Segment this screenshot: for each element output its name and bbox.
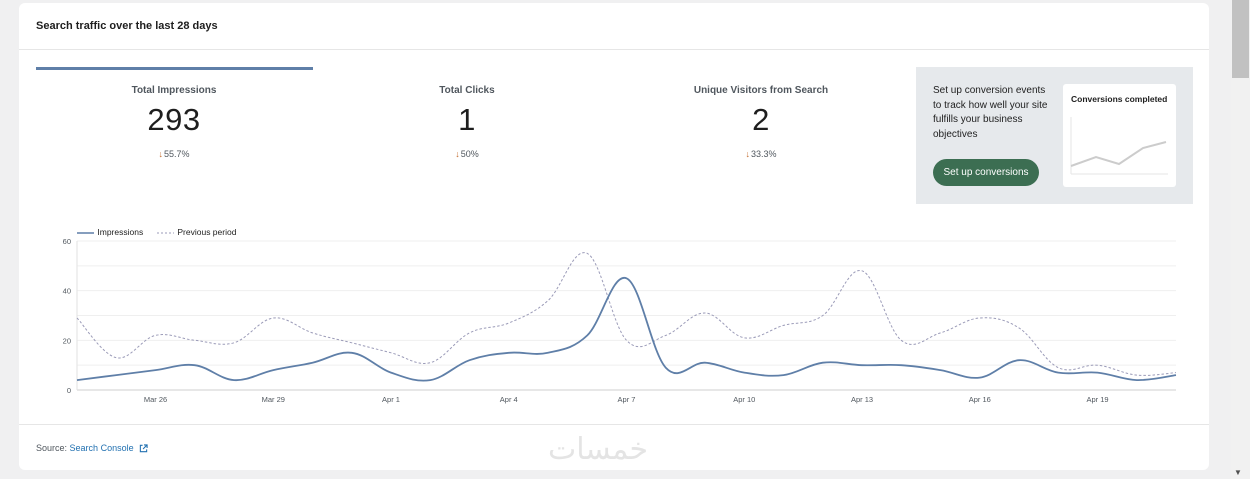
- legend-dashed-line-icon: [157, 232, 174, 234]
- footer-divider: [19, 424, 1209, 425]
- metric-value: 293: [147, 102, 201, 137]
- metric-change: ↓55.7%: [36, 149, 312, 159]
- metric-value: 1: [458, 102, 476, 137]
- x-tick-label: Apr 7: [618, 395, 636, 404]
- metric-change-value: 55.7%: [163, 149, 190, 159]
- y-tick-label: 20: [63, 336, 71, 345]
- conversions-sparkline-illustration: ↑: [1070, 117, 1168, 175]
- x-tick-label: Apr 10: [733, 395, 755, 404]
- source-prefix: Source:: [36, 443, 68, 453]
- promo-text: Set up conversion events to track how we…: [933, 85, 1048, 140]
- metric-label: Unique Visitors from Search: [693, 85, 829, 96]
- metric-change-value: 50%: [460, 149, 479, 159]
- legend-label-impressions: Impressions: [97, 227, 144, 237]
- legend-label-previous-period: Previous period: [177, 227, 237, 237]
- card-title: Search traffic over the last 28 days: [36, 20, 218, 32]
- search-traffic-card: Search traffic over the last 28 days Tot…: [19, 3, 1209, 470]
- metric-total-clicks[interactable]: Total Clicks 1 ↓50%: [329, 85, 605, 159]
- x-tick-label: Apr 4: [500, 395, 518, 404]
- y-tick-label: 40: [63, 287, 71, 296]
- metric-change: ↓33.3%: [623, 149, 899, 159]
- x-tick-label: Apr 16: [969, 395, 991, 404]
- source-line: Source: Search Console: [36, 443, 148, 453]
- metric-value: 2: [752, 102, 770, 137]
- legend-impressions[interactable]: Impressions: [77, 227, 143, 239]
- arrow-down-icon: ↓: [455, 149, 460, 159]
- promo-card-title: Conversions completed: [1071, 94, 1168, 104]
- arrow-down-icon: ↓: [158, 149, 163, 159]
- legend-solid-line-icon: [77, 231, 94, 234]
- traffic-line-chart: 0 20 40 60 Mar 26 Mar 29 Apr 1 Apr 4 Apr 7 Apr 10…: [63, 237, 1177, 404]
- metric-unique-visitors[interactable]: Unique Visitors from Search 2 ↓33.3%: [623, 85, 899, 159]
- x-tick-label: Apr 1: [382, 395, 400, 404]
- series-line-previous-period: [76, 252, 1177, 376]
- set-up-conversions-button[interactable]: Set up conversions: [933, 159, 1039, 186]
- external-link-icon[interactable]: [139, 444, 148, 453]
- x-tick-label: Apr 19: [1086, 395, 1108, 404]
- y-tick-label: 60: [63, 237, 71, 246]
- scrollbar-track[interactable]: [1231, 0, 1250, 479]
- metric-change-value: 33.3%: [750, 149, 777, 159]
- y-tick-label: 0: [67, 386, 71, 395]
- arrow-down-icon: ↓: [745, 149, 750, 159]
- metric-label: Total Impressions: [131, 85, 217, 96]
- search-console-link[interactable]: Search Console: [69, 443, 134, 453]
- metric-total-impressions[interactable]: Total Impressions 293 ↓55.7%: [36, 85, 312, 159]
- metric-label: Total Clicks: [439, 85, 495, 96]
- active-tab-indicator: [36, 67, 313, 70]
- series-line-impressions: [76, 277, 1177, 382]
- x-tick-label: Mar 26: [144, 395, 167, 404]
- legend-previous-period[interactable]: Previous period: [157, 227, 236, 239]
- scroll-down-arrow-icon[interactable]: ▼: [1234, 468, 1242, 477]
- x-tick-label: Apr 13: [851, 395, 873, 404]
- metric-change: ↓50%: [329, 149, 605, 159]
- card-header: Search traffic over the last 28 days: [19, 3, 1209, 50]
- conversions-preview-card: Conversions completed ↑: [1063, 84, 1176, 187]
- scrollbar-thumb[interactable]: [1232, 0, 1249, 78]
- khamsat-watermark: خمسات: [548, 432, 649, 467]
- x-tick-label: Mar 29: [262, 395, 285, 404]
- conversion-promo: Set up conversion events to track how we…: [916, 67, 1193, 204]
